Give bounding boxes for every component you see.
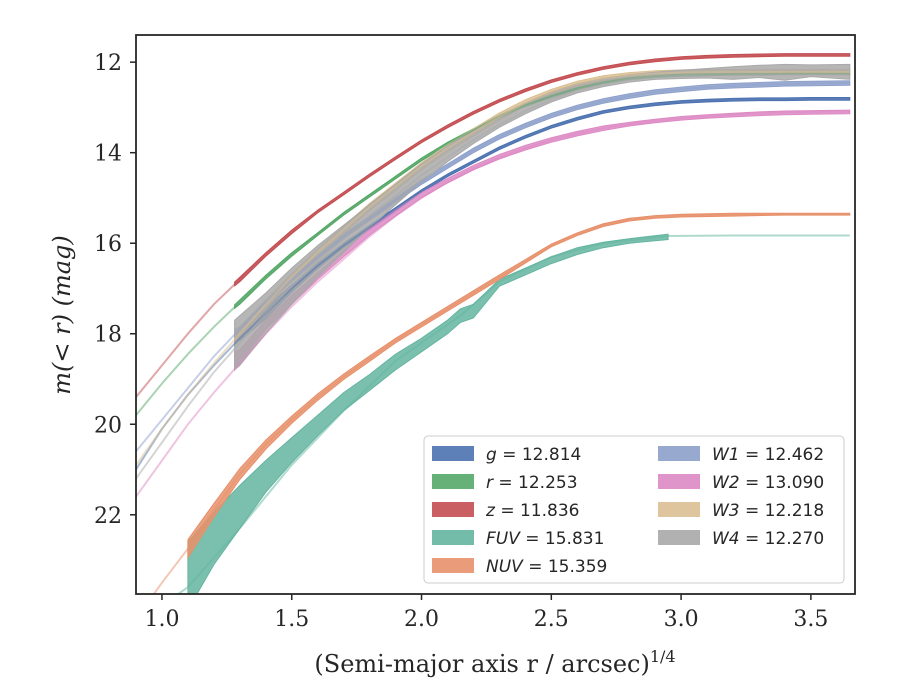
- y-axis-ticks: 12 14 16 18 20 22: [94, 51, 136, 529]
- y-tick-label: 20: [94, 413, 122, 438]
- legend-label-w1: W1 = 12.462: [712, 445, 824, 465]
- line-w2: [136, 110, 850, 498]
- line-w1: [136, 82, 850, 453]
- x-tick-label: 1.5: [274, 607, 309, 632]
- x-tick-label: 3.0: [664, 607, 699, 632]
- legend-swatch-w1: [658, 446, 700, 461]
- line-z: [136, 53, 850, 398]
- x-tick-label: 1.0: [144, 607, 179, 632]
- plot-frame: [135, 34, 856, 595]
- band-z: [234, 53, 851, 287]
- legend-swatch-g: [432, 446, 474, 461]
- x-tick-label: 3.5: [793, 607, 828, 632]
- x-axis-label: (Semi-major axis r / arcsec)1/4: [314, 647, 675, 678]
- legend-label-w4: W4 = 12.270: [712, 529, 824, 549]
- y-tick-label: 22: [94, 504, 122, 529]
- legend-swatch-nuv: [432, 558, 474, 573]
- line-w3: [136, 71, 850, 466]
- legend-label-nuv: NUV = 15.359: [486, 557, 607, 577]
- legend-label-w3: W3 = 12.218: [712, 501, 824, 521]
- y-tick-label: 18: [94, 323, 122, 348]
- legend-swatch-z: [432, 502, 474, 517]
- line-nuv: [152, 213, 850, 594]
- legend-swatch-w4: [658, 530, 700, 545]
- line-g: [136, 97, 850, 471]
- legend-label-fuv: FUV = 15.831: [486, 529, 604, 549]
- x-tick-label: 2.5: [534, 607, 569, 632]
- legend-label-r: r = 12.253: [486, 473, 578, 493]
- legend-swatch-w2: [658, 474, 700, 489]
- x-tick-label: 2.0: [404, 607, 439, 632]
- y-tick-label: 16: [94, 232, 122, 257]
- legend-swatch-fuv: [432, 530, 474, 545]
- line-w4: [136, 73, 850, 480]
- legend: g = 12.814 r = 12.253 z = 11.836 FUV = 15.8…: [423, 435, 845, 584]
- y-axis-label: m(< r) (mag): [48, 235, 76, 394]
- y-tick-label: 12: [94, 51, 122, 76]
- x-axis-ticks: 1.0 1.5 2.0 2.5 3.0 3.5: [144, 594, 828, 632]
- line-fuv: [176, 234, 850, 594]
- legend-swatch-r: [432, 474, 474, 489]
- legend-label-w2: W2 = 13.090: [712, 473, 824, 493]
- legend-label-g: g = 12.814: [486, 445, 581, 465]
- legend-swatch-w3: [658, 502, 700, 517]
- model-curves: [136, 53, 850, 594]
- legend-frame: [423, 435, 845, 584]
- legend-label-z: z = 11.836: [485, 501, 579, 521]
- y-tick-label: 14: [94, 142, 122, 167]
